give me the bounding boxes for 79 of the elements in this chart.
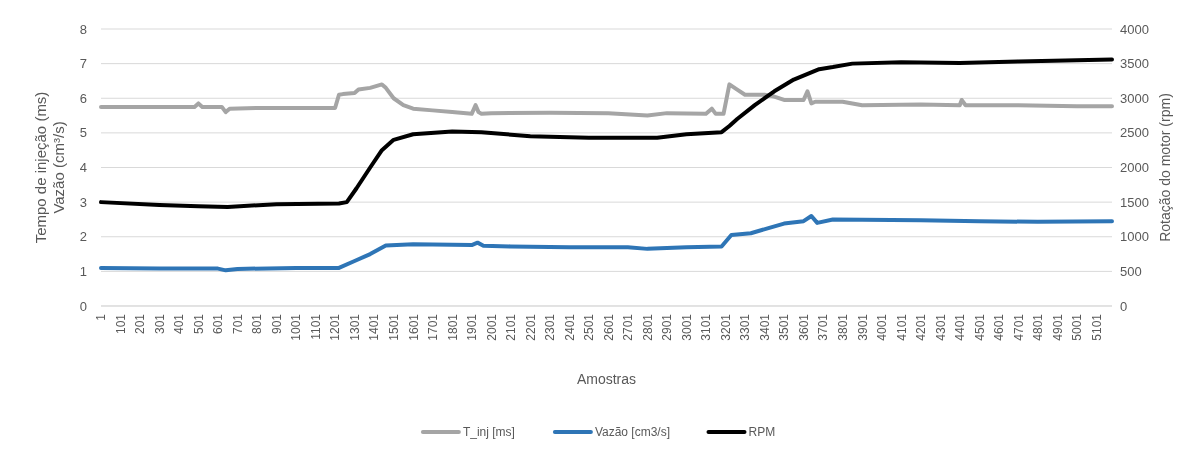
line-series xyxy=(99,213,1114,273)
x-tick-label: 3101 xyxy=(699,313,714,341)
x-tick-label: 5001 xyxy=(1070,313,1085,341)
x-tick-label: 501 xyxy=(191,313,206,335)
y-tick-label: 8 xyxy=(79,21,87,37)
y2-axis-title: Rotação do motor (rpm) xyxy=(1157,93,1173,242)
x-tick-label: 601 xyxy=(211,313,226,335)
y2-tick-label: 2500 xyxy=(1120,125,1149,141)
x-tick-label: 2301 xyxy=(543,313,558,341)
x-tick-label: 1401 xyxy=(367,313,382,341)
legend-label: Vazão [cm3/s] xyxy=(594,425,671,440)
x-tick-label: 3601 xyxy=(796,313,811,341)
x-tick-label: 4201 xyxy=(914,313,929,341)
x-tick-label: 4101 xyxy=(894,313,909,341)
x-tick-label: 1501 xyxy=(387,313,402,341)
y-tick-label: 5 xyxy=(79,125,87,141)
x-tick-label: 301 xyxy=(152,313,167,335)
x-tick-label: 3301 xyxy=(738,313,753,341)
x-tick-label: 201 xyxy=(133,313,148,335)
x-tick-label: 2501 xyxy=(582,313,597,341)
y2-tick-label: 3000 xyxy=(1120,90,1149,106)
x-tick-label: 5101 xyxy=(1089,313,1104,341)
line-series xyxy=(99,82,1114,118)
y2-tick-label: 1000 xyxy=(1120,229,1149,245)
y-tick-label: 4 xyxy=(79,160,87,176)
y2-tick-label: 1500 xyxy=(1120,194,1149,210)
y-tick-label: 2 xyxy=(79,229,87,245)
x-tick-label: 1901 xyxy=(465,313,480,341)
y2-tick-label: 2000 xyxy=(1120,160,1149,176)
x-tick-label: 401 xyxy=(172,313,187,335)
y2-tick-label: 500 xyxy=(1120,263,1142,279)
x-tick-label: 101 xyxy=(113,313,128,335)
x-tick-label: 3901 xyxy=(855,313,870,341)
x-tick-label: 901 xyxy=(269,313,284,335)
x-tick-label: 2101 xyxy=(504,313,519,341)
x-tick-label: 2801 xyxy=(640,313,655,341)
legend-label: RPM xyxy=(748,425,776,440)
x-tick-label: 2001 xyxy=(484,313,499,341)
x-tick-label: 1 xyxy=(94,313,109,321)
y-axis-title: Tempo de injeção (ms) Vazão (cm³/s) xyxy=(32,91,67,244)
x-tick-label: 1701 xyxy=(426,313,441,341)
y2-tick-label: 0 xyxy=(1120,298,1128,314)
x-tick-label: 2901 xyxy=(660,313,675,341)
y-tick-label: 0 xyxy=(79,298,87,314)
y-tick-label: 6 xyxy=(79,90,87,106)
x-tick-label: 3801 xyxy=(836,313,850,341)
y-tick-label: 3 xyxy=(79,194,87,210)
x-tick-label: 2701 xyxy=(621,313,636,341)
x-tick-label: 4901 xyxy=(1050,313,1065,341)
y2-tick-label: 4000 xyxy=(1120,21,1149,37)
line-series xyxy=(99,57,1114,209)
x-tick-label: 1101 xyxy=(308,313,323,340)
x-tick-label: 801 xyxy=(250,313,265,335)
x-tick-label: 3701 xyxy=(816,313,831,341)
x-tick-label: 3201 xyxy=(718,313,733,341)
x-tick-label: 3501 xyxy=(777,313,792,341)
x-tick-label: 4001 xyxy=(875,313,890,341)
x-tick-label: 1601 xyxy=(406,313,421,341)
x-tick-label: 4601 xyxy=(992,313,1007,341)
legend-label: T_inj [ms] xyxy=(462,425,515,440)
x-tick-label: 4701 xyxy=(1011,313,1026,341)
x-tick-label: 4501 xyxy=(972,313,987,341)
x-tick-label: 4301 xyxy=(933,313,948,341)
x-tick-label: 4801 xyxy=(1031,313,1046,341)
x-tick-label: 3401 xyxy=(757,313,772,341)
x-tick-label: 1201 xyxy=(328,313,343,341)
x-axis-title: Amostras xyxy=(576,371,637,387)
y-tick-label: 1 xyxy=(79,263,87,279)
x-tick-label: 2401 xyxy=(562,313,577,341)
x-tick-label: 4401 xyxy=(953,313,968,341)
x-tick-label: 701 xyxy=(230,313,245,335)
x-tick-label: 1301 xyxy=(347,313,362,341)
x-tick-label: 3001 xyxy=(679,313,694,341)
y-tick-label: 7 xyxy=(79,56,87,72)
x-tick-label: 2601 xyxy=(601,313,616,341)
x-tick-label: 1001 xyxy=(289,313,304,341)
y2-tick-label: 3500 xyxy=(1120,56,1149,72)
x-tick-label: 1801 xyxy=(445,313,460,341)
x-tick-label: 2201 xyxy=(523,313,538,341)
